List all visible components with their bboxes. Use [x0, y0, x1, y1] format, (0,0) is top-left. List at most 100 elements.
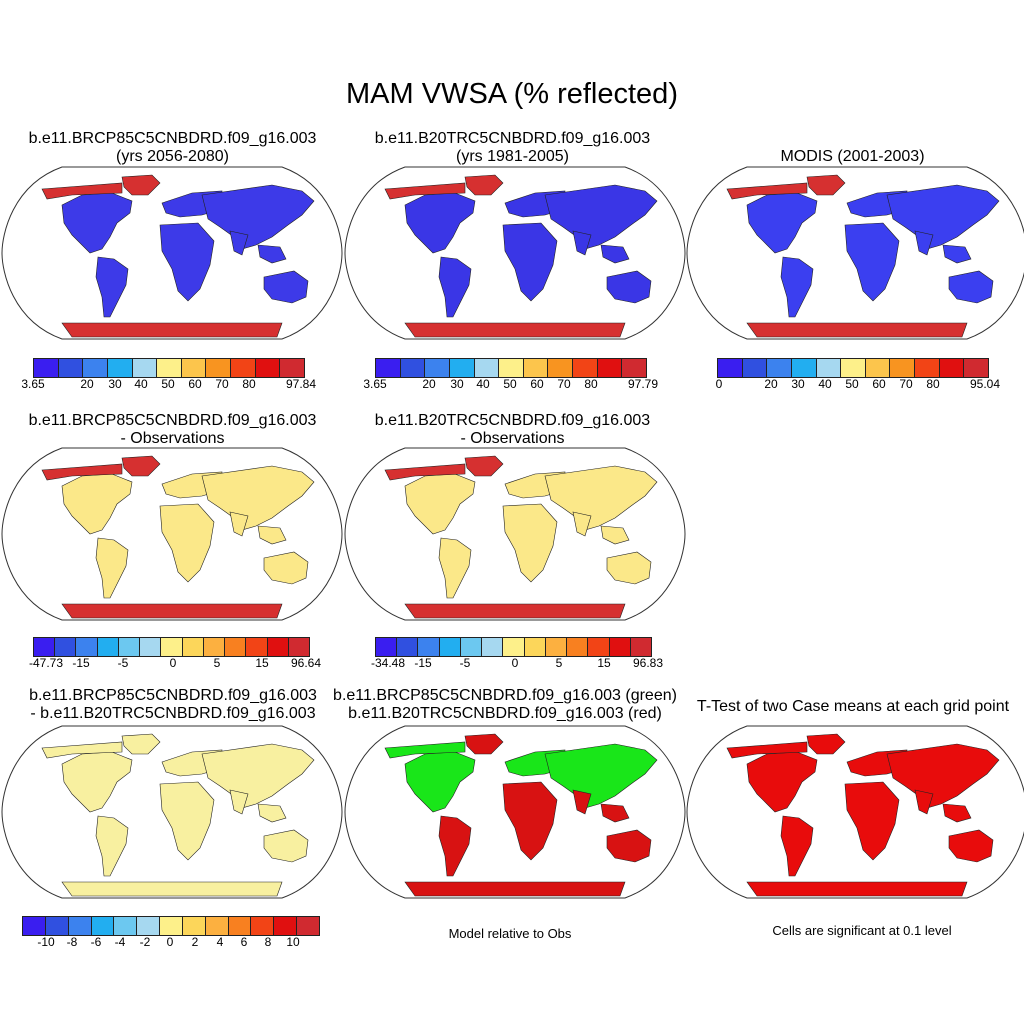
colorbar-swatch: [97, 638, 119, 656]
figure-title: MAM VWSA (% reflected): [346, 78, 678, 110]
map-svg: [344, 725, 686, 899]
colorbar-tick-label: 20: [80, 377, 94, 391]
colorbar-swatch: [255, 359, 281, 377]
colorbar-swatch: [816, 359, 842, 377]
continent-australia: [948, 829, 994, 863]
map-case-difference: [1, 724, 343, 900]
colorbar-tick-label: 8: [264, 935, 272, 949]
panel4-title-line1: b.e11.BRCP85C5CNBDRD.f09_g16.003: [28, 412, 317, 429]
panel8-title-line2: b.e11.B20TRC5CNBDRD.f09_g16.003 (red): [348, 705, 662, 722]
colorbar-panel4: [33, 637, 310, 657]
colorbar-swatch: [418, 638, 440, 656]
continent-seAsia: [257, 803, 287, 823]
panel7-title-line2: - b.e11.B20TRC5CNBDRD.f09_g16.003: [30, 705, 316, 722]
continent-australia: [263, 829, 309, 863]
continent-greenland: [121, 174, 161, 196]
colorbar-tick-label: 40: [818, 377, 832, 391]
panel9-title: T-Test of two Case means at each grid po…: [684, 698, 1022, 716]
colorbar-swatch: [939, 359, 965, 377]
colorbar-tick-label: -47.73: [28, 656, 64, 670]
colorbar-tick-label: 5: [555, 656, 563, 670]
continent-india: [229, 230, 249, 256]
colorbar-swatch: [267, 638, 289, 656]
map-ttest-significance: [686, 724, 1024, 900]
colorbar-swatch: [499, 359, 524, 377]
colorbar-swatch: [397, 638, 419, 656]
panel9-note: Cells are significant at 0.1 level: [772, 923, 952, 938]
colorbar-swatch: [425, 359, 450, 377]
colorbar-tick-label: 4: [216, 935, 224, 949]
colorbar-tick-label: 96.83: [632, 656, 664, 670]
continent-asia: [886, 743, 1000, 809]
colorbar-swatch: [630, 638, 652, 656]
colorbar-tick-label: 40: [476, 377, 490, 391]
colorbar-panel7: [22, 916, 320, 936]
colorbar-swatch: [548, 359, 574, 377]
colorbar-swatch: [137, 917, 161, 935]
colorbar-swatch: [718, 359, 743, 377]
colorbar-swatch: [545, 638, 568, 656]
continent-seAsia: [600, 244, 630, 264]
colorbar-tick-label: 40: [134, 377, 148, 391]
continent-southAmerica: [780, 256, 814, 318]
panel9-title-line1: T-Test of two Case means at each grid po…: [696, 698, 1010, 715]
continent-arctic: [726, 182, 808, 200]
continent-india: [229, 511, 249, 537]
panel5-title: b.e11.B20TRC5CNBDRD.f09_g16.003 - Observ…: [360, 412, 665, 448]
colorbar-tick-label: 70: [557, 377, 571, 391]
colorbar-tick-label: -10: [37, 935, 55, 949]
continent-australia: [606, 829, 652, 863]
colorbar-tick-label: -34.48: [370, 656, 406, 670]
colorbar-swatch: [118, 638, 141, 656]
colorbar-tick-label: 20: [764, 377, 778, 391]
colorbar-tick-label: 3.65: [363, 377, 387, 391]
colorbar-tick-label: 70: [899, 377, 913, 391]
continent-arctic: [384, 741, 466, 759]
continent-southAmerica: [780, 815, 814, 877]
continent-india: [572, 511, 592, 537]
continent-arctic: [41, 741, 123, 759]
continent-australia: [263, 270, 309, 304]
colorbar-tick-label: 3.65: [21, 377, 45, 391]
continent-greenland: [464, 174, 504, 196]
panel3-title: MODIS (2001-2003): [700, 148, 1005, 166]
colorbar-tick-label: 2: [191, 935, 199, 949]
continent-india: [572, 789, 592, 815]
panel5-title-line1: b.e11.B20TRC5CNBDRD.f09_g16.003: [374, 412, 651, 429]
colorbar-swatch: [203, 638, 226, 656]
continent-africa: [159, 781, 215, 861]
colorbar-swatch: [460, 638, 483, 656]
panel1-title-line1: b.e11.BRCP85C5CNBDRD.f09_g16.003: [28, 130, 317, 147]
colorbar-tick-label: 96.64: [290, 656, 322, 670]
colorbar-swatch: [609, 638, 631, 656]
colorbar-tick-label: 15: [597, 656, 611, 670]
continent-seAsia: [257, 244, 287, 264]
colorbar-swatch: [160, 917, 183, 935]
colorbar-tick-label: 95.04: [969, 377, 1001, 391]
continent-greenland: [121, 733, 161, 755]
colorbar-swatch: [231, 359, 256, 377]
colorbar-tick-label: -6: [90, 935, 102, 949]
colorbar-swatch: [503, 638, 525, 656]
panel1-title: b.e11.BRCP85C5CNBDRD.f09_g16.003 (yrs 20…: [20, 130, 325, 166]
continent-greenland: [806, 174, 846, 196]
colorbar-swatch: [132, 359, 158, 377]
continent-seAsia: [942, 244, 972, 264]
map-svg: [344, 447, 686, 621]
continent-seAsia: [942, 803, 972, 823]
colorbar-swatch: [225, 638, 247, 656]
map-svg: [1, 166, 343, 340]
continent-southAmerica: [95, 537, 129, 599]
colorbar-tick-label: -8: [66, 935, 78, 949]
continent-asia: [201, 465, 315, 531]
colorbar-tick-label: 10: [286, 935, 300, 949]
continent-southAmerica: [438, 815, 472, 877]
continent-asia: [544, 465, 658, 531]
continent-africa: [844, 781, 900, 861]
continent-africa: [159, 503, 215, 583]
colorbar-swatch: [23, 917, 46, 935]
colorbar-swatch: [865, 359, 891, 377]
colorbar-tick-label: 0: [511, 656, 519, 670]
colorbar-tick-label: 50: [845, 377, 859, 391]
colorbar-tick-label: 80: [584, 377, 598, 391]
